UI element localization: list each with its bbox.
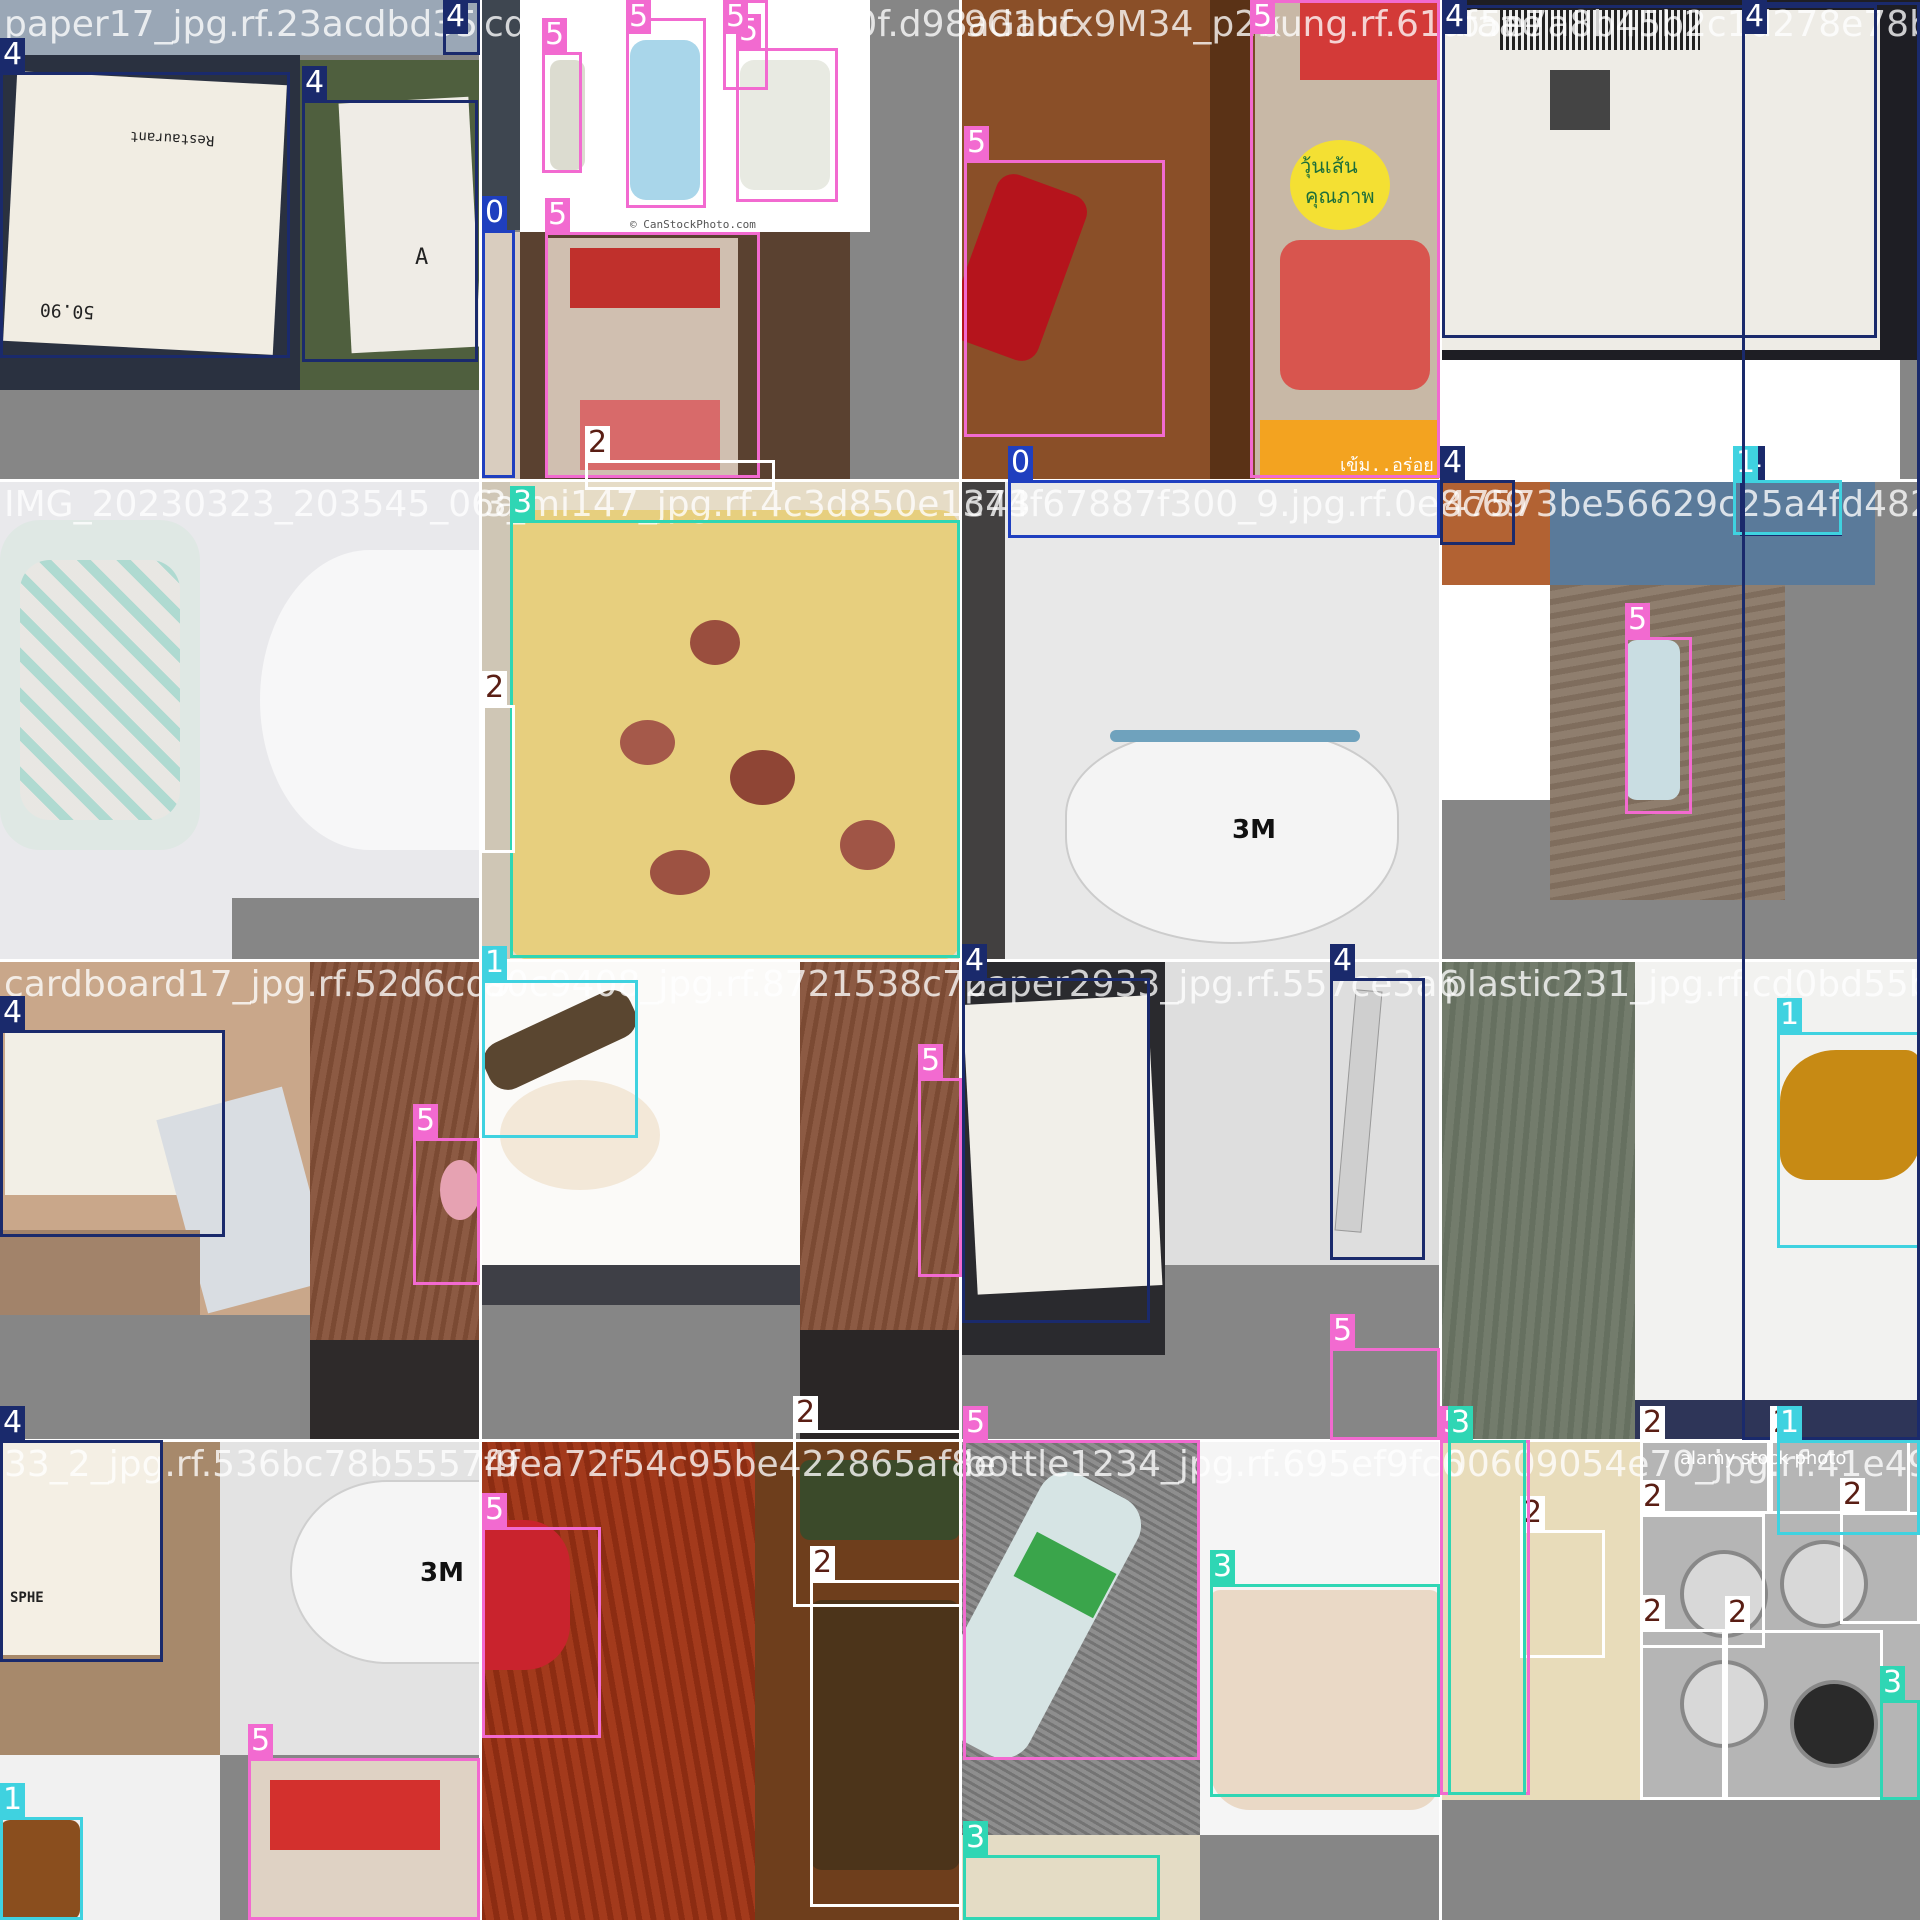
- tile-receipt-flipped: [1440, 0, 1920, 480]
- photo-bottle-3: [740, 60, 830, 190]
- tile-soda-noodles: วุ้นเส้น คุณภาพ เข้ม..อร่อย: [960, 0, 1440, 480]
- photo-can-2: [1780, 1540, 1868, 1628]
- tile-receipt-stick: [960, 960, 1440, 1440]
- tile-sprite-bottle: [960, 1440, 1440, 1920]
- photo-alamy-bar: [1635, 1400, 1920, 1440]
- photo-noodle-yellow: [1260, 420, 1440, 480]
- photo-dark-strip: [480, 0, 520, 230]
- photo-white-left: [1440, 585, 1550, 800]
- noodle-thai-line-2: คุณภาพ: [1305, 184, 1375, 208]
- photo-blur-glow: [500, 1080, 660, 1190]
- photo-brown-box: [0, 1230, 200, 1315]
- mask-brand-text-2: 3M: [420, 1558, 464, 1588]
- photo-sausage-4: [650, 850, 710, 895]
- photo-barcode: [1500, 10, 1700, 50]
- photo-can-1: [1680, 1550, 1768, 1638]
- photo-amber-bottle-bottom: [0, 1820, 80, 1920]
- photo-wood-3: [1440, 960, 1635, 1440]
- photo-green-cup: [800, 1460, 960, 1540]
- photo-white-mask: [260, 550, 480, 850]
- photo-cloth-mask-pattern: [20, 560, 180, 820]
- photo-dark-bar: [480, 1265, 800, 1305]
- grid-separator-h3: [0, 1439, 1920, 1442]
- photo-noodle-shrimp: [1280, 240, 1430, 390]
- photo-grey-corner: [232, 898, 480, 960]
- photo-noodle-pack-red: [570, 248, 720, 308]
- photo-cans: [1640, 1440, 1920, 1800]
- photo-amber-shard: [1780, 1050, 1920, 1180]
- photo-pink-bottle-cap: [440, 1160, 480, 1220]
- photo-sausage-1: [690, 620, 740, 665]
- photo-n95-mask-2: [290, 1480, 480, 1664]
- photo-n95-mask: [1065, 730, 1399, 944]
- tile-cans: alamy stock photo: [1440, 1440, 1920, 1920]
- photo-noodle-badge: [1290, 140, 1390, 230]
- photo-wall: [1165, 960, 1440, 1265]
- tile-bottles-noodles: © CanStockPhoto.com: [480, 0, 960, 480]
- photo-top-strip: [0, 0, 480, 55]
- photo-bottom-dark: [310, 1340, 480, 1440]
- photo-qr: [1550, 70, 1610, 130]
- photo-eggs: [510, 510, 960, 960]
- photo-left-strip: [480, 480, 510, 960]
- photo-coffee-jar: [810, 1600, 960, 1870]
- newspaper-letter: A: [415, 245, 429, 270]
- photo-sausage-2: [620, 720, 675, 765]
- photo-red-wood: [480, 1440, 755, 1920]
- tile-eggs-sausage: [480, 480, 960, 960]
- tile-masks: [0, 480, 480, 960]
- photo-top-denim: [1550, 480, 1875, 585]
- photo-white-bottom: [1440, 360, 1900, 480]
- receipt-total-text: 50.90: [39, 298, 95, 323]
- photo-bottle-1: [550, 60, 585, 170]
- grid-separator-h1: [0, 479, 1920, 482]
- tile-coffee: [480, 1440, 960, 1920]
- photo-top-left: [1440, 480, 1550, 585]
- photo-white-3: [1635, 960, 1920, 1400]
- photo-eggs-bottom: [960, 1835, 1200, 1920]
- photo-soda-cap: [480, 1520, 570, 1670]
- tile-amber-glass: [1440, 960, 1920, 1440]
- photo-wood-stripe: [1210, 0, 1250, 480]
- photo-can-4: [1790, 1680, 1878, 1768]
- photo-n95-band: [1110, 730, 1360, 742]
- noodle-thai-line-3: เข้ม..อร่อย: [1340, 455, 1434, 476]
- tile-glass-bottle: [480, 960, 960, 1440]
- tile-receipt-paper: Restaurant 50.90 A: [0, 0, 480, 480]
- photo-noodle-pack-3-red: [270, 1780, 440, 1850]
- photo-receipt-3: [962, 995, 1163, 1295]
- alamy-watermark: alamy stock photo: [1680, 1448, 1847, 1469]
- photo-paper-bag: [0, 1440, 160, 1655]
- photo-noodle-pack-2-red: [1300, 0, 1440, 80]
- photo-dark-left: [960, 480, 1005, 960]
- photo-newspaper: [338, 96, 480, 354]
- tile-bottle-wood: [1440, 480, 1920, 960]
- photo-can-3: [1680, 1660, 1768, 1748]
- watermark-text: © CanStockPhoto.com: [630, 218, 756, 231]
- bag-label-text: SPHE: [10, 1590, 44, 1606]
- noodle-thai-line-1: วุ้นเส้น: [1300, 154, 1358, 178]
- photo-bottle-2: [630, 40, 700, 200]
- photo-sausage-5: [840, 820, 895, 870]
- photo-left-edge: [480, 232, 520, 480]
- tile-3m-mask: 3M: [960, 480, 1440, 960]
- photo-eggs-left: [1440, 1440, 1640, 1800]
- tile-cardboard: [0, 960, 480, 1440]
- tile-bag-mask: SPHE 3M: [0, 1440, 480, 1920]
- photo-noodle-pack-shrimp: [580, 400, 720, 470]
- grid-separator-h2: [0, 959, 1920, 962]
- mask-brand-text: 3M: [1232, 815, 1276, 845]
- photo-dark-bottom-2: [800, 1330, 960, 1440]
- photo-sausage-3: [730, 750, 795, 805]
- photo-tan-paper: [1210, 1590, 1440, 1810]
- photo-receipt-2: [1440, 10, 1880, 350]
- photo-plastic-bottle: [1625, 640, 1680, 800]
